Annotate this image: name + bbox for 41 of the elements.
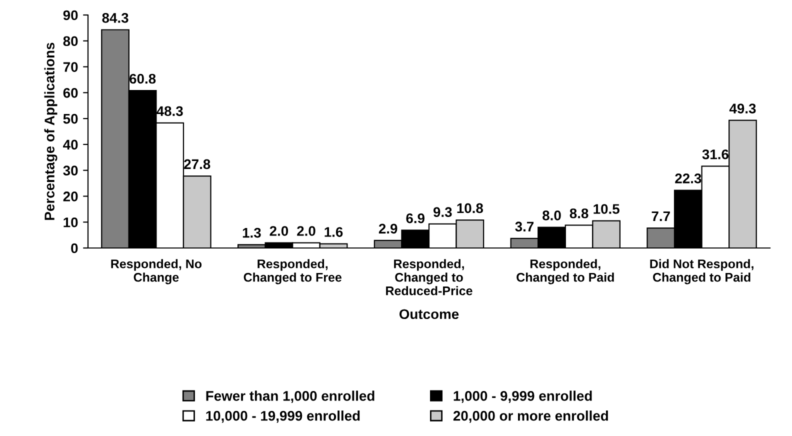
data-label: 2.0 <box>297 226 316 236</box>
y-tick-label: 50 <box>63 114 78 124</box>
y-tick-label: 90 <box>63 10 78 20</box>
y-tick-label: 40 <box>63 140 78 150</box>
data-label: 48.3 <box>156 106 183 116</box>
data-label: 27.8 <box>184 159 210 170</box>
y-tick-label: 70 <box>63 62 78 72</box>
data-label: 2.9 <box>378 224 398 234</box>
x-axis-title: Outcome <box>399 309 459 320</box>
legend-label: 20,000 or more enrolled <box>453 410 608 423</box>
data-label: 49.3 <box>729 104 756 114</box>
data-label: 9.3 <box>433 207 452 218</box>
data-label: 31.6 <box>702 149 728 160</box>
y-tick-label: 30 <box>63 166 78 176</box>
data-label: 7.7 <box>652 211 670 222</box>
data-label: 84.3 <box>102 13 128 23</box>
data-label: 3.7 <box>515 222 534 232</box>
y-tick-label: 60 <box>63 88 78 98</box>
data-label: 22.3 <box>675 174 702 184</box>
data-label: 8.8 <box>570 208 588 218</box>
x-tick-label: Responded, Changed to Paid <box>516 259 614 284</box>
y-tick-label: 80 <box>63 36 78 46</box>
y-axis-title: Percentage of Applications <box>44 42 58 220</box>
y-tick-label: 0 <box>71 243 78 254</box>
data-label: 1.3 <box>242 228 261 238</box>
data-label: 2.0 <box>270 226 288 236</box>
x-tick-label: Responded, No Change <box>111 259 202 284</box>
x-tick-label: Responded, Changed to Free <box>244 259 342 284</box>
y-tick-label: 20 <box>63 192 78 202</box>
legend-label: Fewer than 1,000 enrolled <box>206 390 374 403</box>
data-label: 8.0 <box>542 210 561 220</box>
y-tick-label: 10 <box>64 217 78 228</box>
x-tick-label: Did Not Respond, Changed to Paid <box>650 259 754 284</box>
x-tick-label: Responded, Changed to Reduced-Price <box>386 259 472 296</box>
data-label: 60.8 <box>130 74 156 84</box>
data-label: 10.8 <box>457 203 484 214</box>
data-label: 1.6 <box>324 227 343 237</box>
data-label: 6.9 <box>406 213 424 224</box>
legend-label: 10,000 - 19,999 enrolled <box>206 410 360 423</box>
legend-label: 1,000 - 9,999 enrolled <box>454 390 592 403</box>
data-label: 10.5 <box>594 204 620 214</box>
